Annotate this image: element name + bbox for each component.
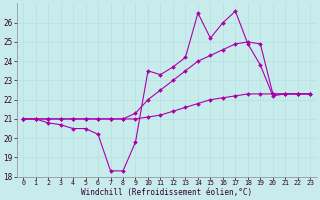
X-axis label: Windchill (Refroidissement éolien,°C): Windchill (Refroidissement éolien,°C)	[81, 188, 252, 197]
